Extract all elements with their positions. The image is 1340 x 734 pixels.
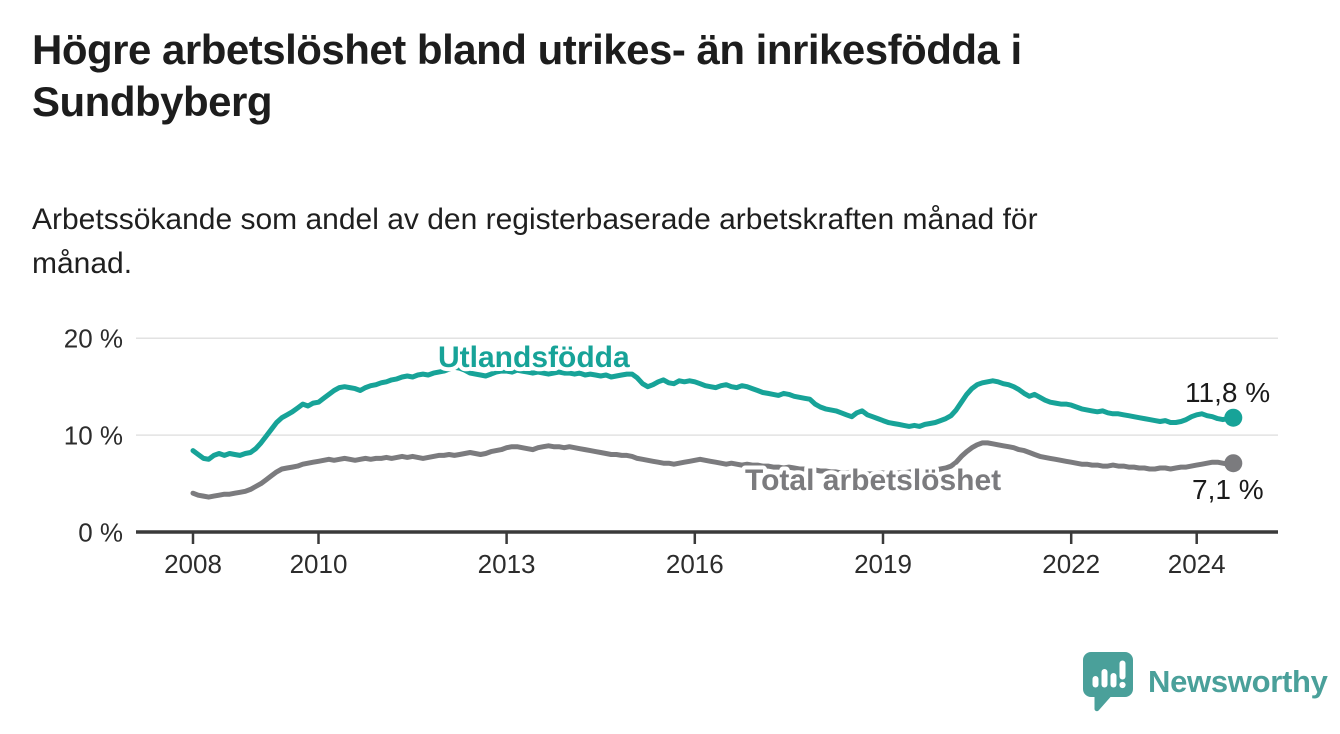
x-axis-tick-label: 2022 bbox=[1042, 549, 1100, 579]
chart-subtitle-line-2: månad. bbox=[32, 247, 133, 280]
chart-subtitle: Arbetssökande som andel av den registerb… bbox=[32, 198, 1038, 286]
x-axis-tick-label: 2024 bbox=[1168, 549, 1226, 579]
y-axis-tick-label: 0 % bbox=[78, 518, 123, 548]
series-end-dot-utlandsfodda bbox=[1224, 408, 1243, 427]
line-chart: 0 % 10 % 20 % 2008 2010 2013 2016 2019 2022 2024 U… bbox=[64, 324, 1278, 579]
x-axis-tick-label: 2008 bbox=[164, 549, 222, 579]
x-axis-tick-label: 2016 bbox=[666, 549, 724, 579]
y-axis-tick-label: 20 % bbox=[64, 324, 123, 354]
series-line-utlandsfodda bbox=[190, 364, 1236, 462]
newsworthy-brand: Newsworthy bbox=[1082, 650, 1328, 714]
series-line-total-arbetsloshet bbox=[190, 440, 1236, 500]
brand-name: Newsworthy bbox=[1148, 664, 1328, 699]
page-title: Högre arbetslöshet bland utrikes- än inr… bbox=[32, 24, 1022, 128]
series-end-value-total-arbetsloshet: 7,1 % bbox=[1192, 474, 1264, 505]
series-end-dot-total-arbetsloshet bbox=[1224, 454, 1243, 473]
series-label-total-arbetsloshet: Total arbetslöshet bbox=[745, 464, 1001, 497]
chart-subtitle-line-1: Arbetssökande som andel av den registerb… bbox=[32, 203, 1038, 236]
page-title-line-1: Högre arbetslöshet bland utrikes- än inr… bbox=[32, 26, 1022, 73]
x-axis-tick-label: 2010 bbox=[290, 549, 348, 579]
series-label-utlandsfodda: Utlandsfödda bbox=[438, 341, 630, 374]
y-axis-tick-label: 10 % bbox=[64, 421, 123, 451]
x-axis-tick-label: 2019 bbox=[854, 549, 912, 579]
newsworthy-logo-icon bbox=[1083, 652, 1133, 712]
series-end-value-utlandsfodda: 11,8 % bbox=[1185, 377, 1270, 408]
page-title-line-2: Sundbyberg bbox=[32, 78, 273, 125]
x-axis-tick-label: 2013 bbox=[478, 549, 536, 579]
